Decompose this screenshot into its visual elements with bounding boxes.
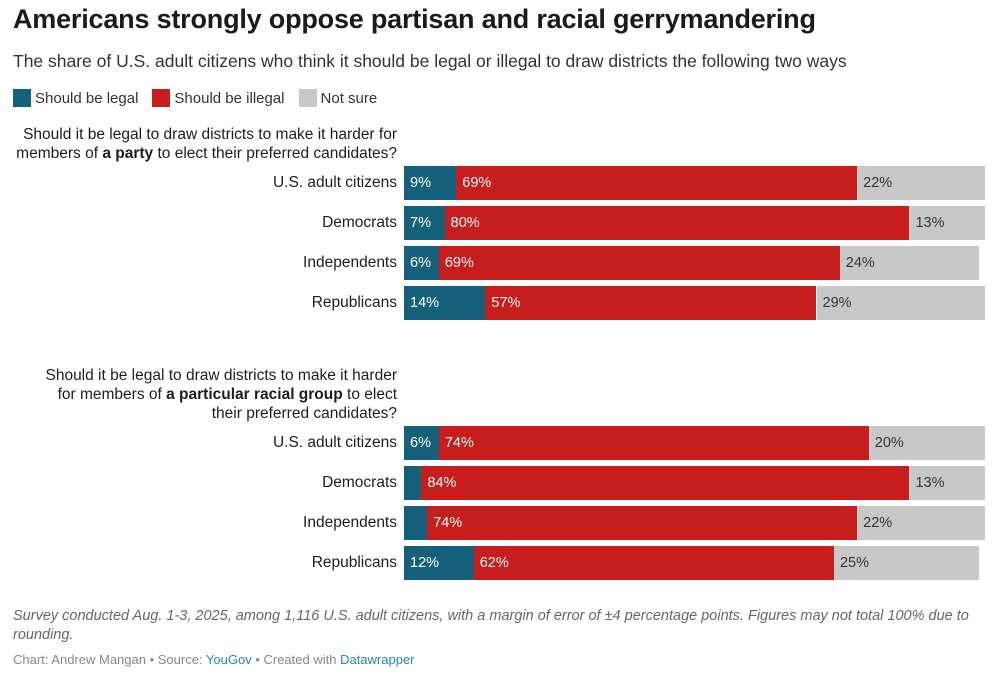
legend-item-legal: Should be legal [13, 89, 138, 107]
legend-swatch-illegal [152, 89, 171, 107]
row-label: Independents [303, 514, 397, 531]
bar-segment-not-sure: 20% [868, 426, 985, 460]
row-label: Democrats [322, 214, 397, 231]
bar-segment-illegal: 84% [421, 466, 910, 500]
bar-segment-not-sure: 25% [833, 546, 980, 580]
bar-segment-not-sure: 22% [857, 166, 985, 200]
source-link[interactable]: YouGov [205, 652, 252, 667]
chart-title: Americans strongly oppose partisan and r… [13, 4, 816, 34]
bar-segment-legal: 6% [404, 246, 439, 280]
byline-prefix: Chart: Andrew Mangan • Source: [13, 652, 206, 667]
chart-notes: Survey conducted Aug. 1-3, 2025, among 1… [13, 608, 969, 643]
bar-segment-not-sure: 29% [816, 286, 985, 320]
legend-item-not-sure: Not sure [298, 89, 378, 107]
row-label: Republicans [311, 294, 397, 311]
bar-segment-not-sure: 24% [839, 246, 980, 280]
question-race-bold: a particular racial group [166, 386, 343, 403]
bar-segment-legal: 9% [404, 166, 457, 200]
bar-segment-not-sure: 13% [909, 206, 985, 240]
bar-segment-illegal: 69% [438, 246, 840, 280]
row-label: U.S. adult citizens [272, 434, 397, 451]
bar-segment-legal: 7% [404, 206, 445, 240]
bar-segment-illegal: 74% [427, 506, 858, 540]
bar-segment-not-sure: 22% [857, 506, 985, 540]
question-party-bold: a party [102, 145, 154, 162]
bar-segment-legal [404, 506, 428, 540]
legend-label-legal: Should be legal [35, 89, 139, 107]
legend-label-illegal: Should be illegal [174, 89, 285, 107]
bar-segment-illegal: 57% [485, 286, 817, 320]
byline: Chart: Andrew Mangan • Source: YouGov • … [13, 652, 415, 667]
legend-swatch-not-sure [298, 89, 317, 107]
bar-segment-legal: 6% [404, 426, 439, 460]
row-label: Democrats [322, 474, 397, 491]
bar-segment-illegal: 69% [456, 166, 858, 200]
question-race-post: to elect their preferred candidates? [211, 386, 397, 422]
bar-segment-not-sure: 13% [909, 466, 985, 500]
legend: Should be legal Should be illegal Not su… [13, 89, 391, 107]
row-label: Republicans [311, 554, 397, 571]
legend-item-illegal: Should be illegal [152, 89, 285, 107]
bar-segment-illegal: 62% [473, 546, 834, 580]
question-party-post: to elect their preferred candidates? [153, 145, 397, 162]
bar-segment-legal [404, 466, 422, 500]
byline-middle: • Created with [251, 652, 341, 667]
datawrapper-link[interactable]: Datawrapper [340, 652, 415, 667]
chart-subtitle: The share of U.S. adult citizens who thi… [13, 51, 847, 71]
question-race-pre: Should it be legal to draw districts to … [45, 367, 397, 403]
row-label: U.S. adult citizens [272, 174, 397, 191]
legend-label-not-sure: Not sure [320, 89, 378, 107]
question-party-pre: Should it be legal to draw districts to … [16, 126, 397, 162]
row-label: Independents [303, 254, 397, 271]
bar-segment-legal: 14% [404, 286, 486, 320]
legend-swatch-legal [13, 89, 31, 107]
bar-segment-legal: 12% [404, 546, 474, 580]
bar-segment-illegal: 74% [438, 426, 869, 460]
question-party: Should it be legal to draw districts to … [0, 125, 397, 163]
question-race: Should it be legal to draw districts to … [27, 366, 397, 423]
bar-segment-illegal: 80% [444, 206, 910, 240]
